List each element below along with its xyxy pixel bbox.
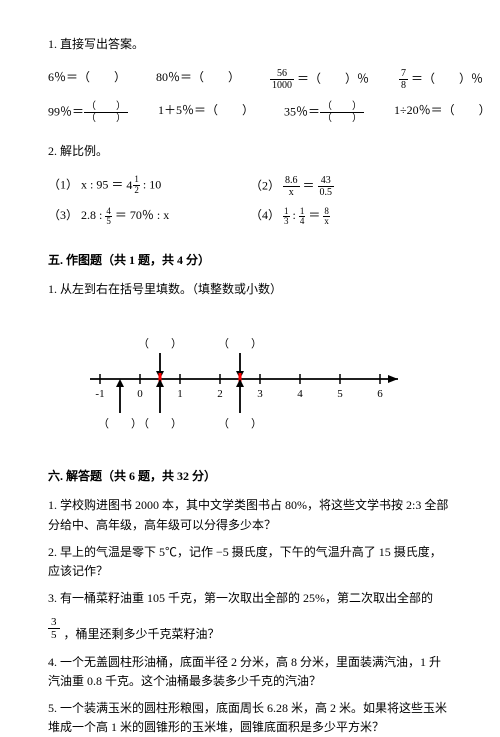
q2-p4: （4） 13 : 14 ＝ 8x [250, 206, 452, 226]
q1-r1-a: 6％＝（ ） [48, 68, 126, 91]
q1-row2: 99％＝ （ ） （ ） 1＋5％＝（ ） 35％＝ （ ） （ ） 1÷20％… [48, 101, 452, 124]
fraction-icon: 8x [323, 207, 330, 227]
q2-title: 2. 解比例。 [48, 142, 452, 161]
number-line-svg: -10123456（ ）（ ）（ ）（ ）（ ） [70, 317, 430, 437]
s6-q4: 4. 一个无盖圆柱形油桶，底面半径 2 分米，高 8 分米，里面装满汽油，1 升… [48, 653, 452, 691]
svg-text:3: 3 [257, 388, 263, 400]
svg-text:（ ）: （ ） [218, 417, 262, 430]
svg-text:（ ）: （ ） [98, 417, 142, 430]
s6-q3b: 35，桶里还剩多少千克菜籽油？ [48, 616, 452, 644]
q1-r2-a: 99％＝ （ ） （ ） [48, 101, 128, 124]
q1-title: 1. 直接写出答案。 [48, 35, 452, 54]
svg-text:（ ）: （ ） [138, 337, 182, 350]
q1-r2-b: 1＋5％＝（ ） [158, 101, 254, 124]
section6-title: 六. 解答题（共 6 题，共 32 分） [48, 467, 452, 486]
fraction-icon: 13 [283, 207, 290, 227]
section5-title: 五. 作图题（共 1 题，共 4 分） [48, 251, 452, 270]
svg-text:（ ）: （ ） [218, 337, 262, 350]
q2-p3: （3） 2.8 : 45 ＝ 70％ : x [48, 206, 250, 226]
q2-row1: （1） x : 95 ＝ 412 : 10 （2） 8.6x ＝ 430.5 [48, 175, 452, 198]
svg-text:6: 6 [377, 388, 383, 400]
number-line-figure: -10123456（ ）（ ）（ ）（ ）（ ） [48, 317, 452, 443]
q1-row1: 6％＝（ ） 80％＝（ ） 56 1000 ＝（ ）％ 7 8 ＝（ ）％ [48, 68, 452, 91]
fraction-icon: 35 [48, 616, 60, 641]
fraction-icon: （ ） （ ） [84, 101, 128, 124]
q2-p2: （2） 8.6x ＝ 430.5 [250, 175, 452, 198]
s6-q5: 5. 一个装满玉米的圆柱形粮囤，底面周长 6.28 米，高 2 米。如果将这些玉… [48, 699, 452, 737]
s6-q3a: 3. 有一桶菜籽油重 105 千克，第一次取出全部的 25%，第二次取出全部的 [48, 589, 452, 608]
fraction-icon: （ ） （ ） [320, 101, 364, 124]
s6-q2: 2. 早上的气温是零下 5℃，记作 −5 摄氏度，下午的气温升高了 15 摄氏度… [48, 543, 452, 581]
svg-text:（ ）: （ ） [138, 417, 182, 430]
svg-text:2: 2 [217, 388, 223, 400]
fraction-icon: 14 [299, 207, 306, 227]
s6-q1: 1. 学校购进图书 2000 本，其中文学类图书占 80%，将这些文学书按 2:… [48, 496, 452, 534]
q1-r1-d: 7 8 ＝（ ）％ [399, 68, 483, 91]
q2-p1: （1） x : 95 ＝ 412 : 10 [48, 175, 250, 198]
svg-text:4: 4 [297, 388, 303, 400]
fraction-icon: 56 1000 [270, 68, 294, 91]
fraction-icon: 8.6x [283, 175, 300, 198]
svg-text:-1: -1 [95, 388, 104, 400]
q1-r1-b: 80％＝（ ） [156, 68, 240, 91]
q1-r2-d: 1÷20％＝（ ） [394, 101, 491, 124]
svg-text:5: 5 [337, 388, 343, 400]
s5-q: 1. 从左到右在括号里填数。（填整数或小数） [48, 280, 452, 299]
q1-r1-c: 56 1000 ＝（ ）％ [270, 68, 369, 91]
svg-text:0: 0 [137, 388, 143, 400]
q2-row2: （3） 2.8 : 45 ＝ 70％ : x （4） 13 : 14 ＝ 8x [48, 206, 452, 226]
fraction-icon: 430.5 [318, 175, 335, 198]
svg-text:1: 1 [177, 388, 183, 400]
q1-r2-c: 35％＝ （ ） （ ） [284, 101, 364, 124]
fraction-icon: 7 8 [399, 68, 408, 91]
